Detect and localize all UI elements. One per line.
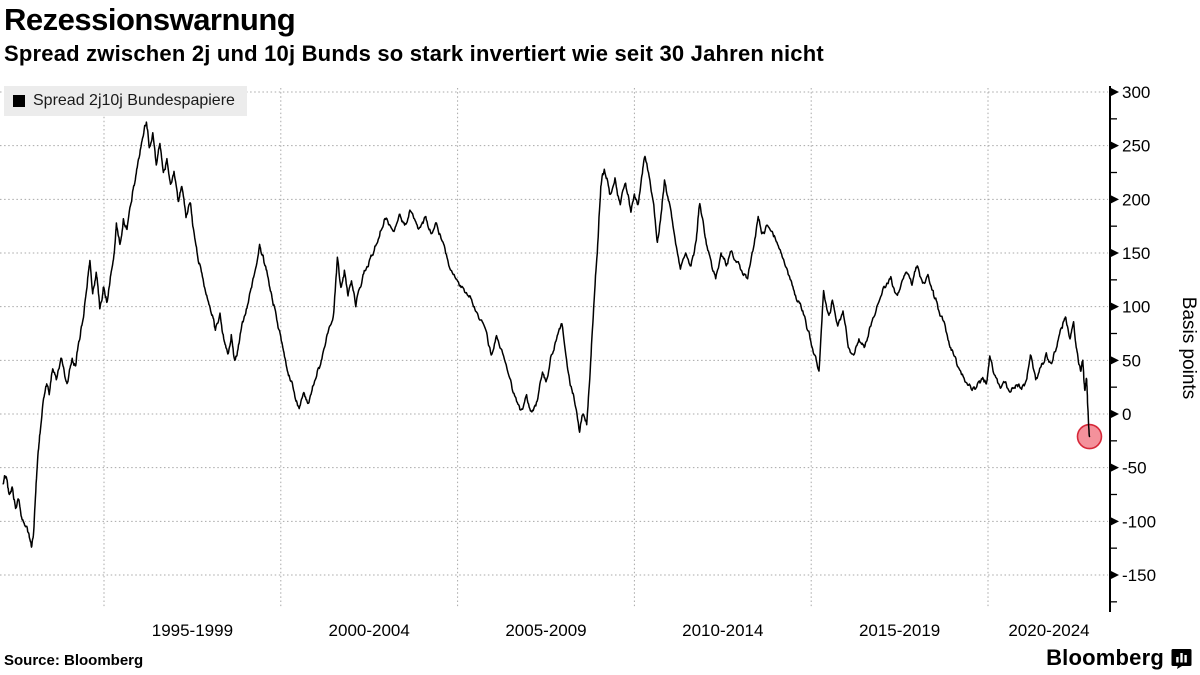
y-axis-tick: [1110, 355, 1119, 365]
x-axis-period-label: 2020-2024: [1008, 621, 1089, 640]
x-axis-period-label: 2005-2009: [505, 621, 586, 640]
x-axis-period-label: 1995-1999: [152, 621, 233, 640]
y-axis-tick-label: -50: [1122, 459, 1147, 478]
y-axis-tick: [1110, 302, 1119, 312]
y-axis-tick-label: 300: [1122, 83, 1150, 102]
bloomberg-wordmark: Bloomberg: [1046, 645, 1164, 670]
y-axis-tick-label: 100: [1122, 298, 1150, 317]
y-axis-title: Basis points: [1178, 297, 1199, 399]
y-axis-tick-label: 150: [1122, 244, 1150, 263]
y-axis-tick: [1110, 87, 1119, 97]
y-axis-tick: [1110, 194, 1119, 204]
y-axis-tick: [1110, 248, 1119, 258]
y-axis-tick-label: 50: [1122, 351, 1141, 370]
y-axis-tick-label: 0: [1122, 405, 1131, 424]
bar-chart-icon: [1171, 648, 1192, 669]
y-axis-tick-label: -100: [1122, 512, 1156, 531]
chart-header: Rezessionswarnung Spread zwischen 2j und…: [4, 0, 1196, 68]
legend-label: Spread 2j10j Bundespapiere: [33, 92, 235, 109]
legend-swatch-icon: [13, 95, 25, 107]
source-text: Source: Bloomberg: [4, 652, 144, 669]
x-axis-period-label: 2015-2019: [859, 621, 940, 640]
y-axis-tick: [1110, 570, 1119, 580]
spread-series-line: [2, 121, 1091, 548]
x-axis-period-label: 2000-2004: [329, 621, 410, 640]
y-axis-tick: [1110, 409, 1119, 419]
chart-subtitle: Spread zwischen 2j und 10j Bunds so star…: [4, 41, 824, 66]
y-axis-tick-label: 250: [1122, 137, 1150, 156]
x-axis-period-label: 2010-2014: [682, 621, 763, 640]
y-axis-tick: [1110, 516, 1119, 526]
y-axis-tick-label: 200: [1122, 190, 1150, 209]
y-axis-tick-label: -150: [1122, 566, 1156, 585]
bloomberg-logo: Bloomberg: [1046, 645, 1192, 671]
y-axis-tick: [1110, 463, 1119, 473]
y-axis-tick: [1110, 141, 1119, 151]
legend: Spread 2j10j Bundespapiere: [4, 86, 247, 116]
page-title: Rezessionswarnung: [4, 2, 296, 37]
